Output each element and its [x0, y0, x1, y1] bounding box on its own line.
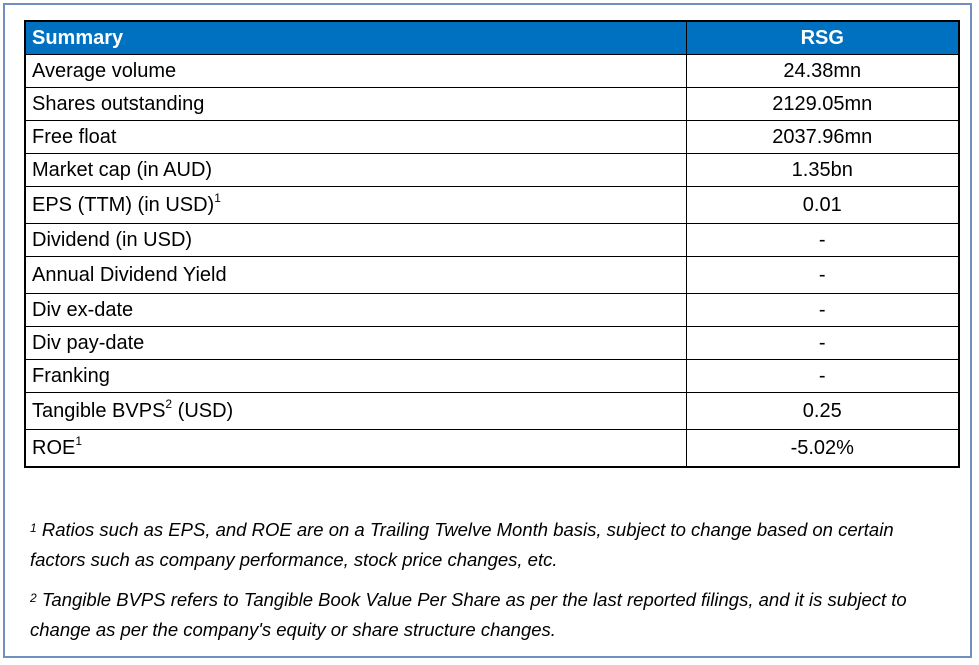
table-row: Annual Dividend Yield -	[24, 256, 960, 294]
row-value: -	[685, 326, 960, 360]
row-label: Dividend (in USD)	[24, 223, 687, 257]
footnote-marker: 2	[30, 591, 37, 605]
footnote-ref: 2	[165, 397, 173, 411]
row-value: 2037.96mn	[685, 120, 960, 154]
footnote: 1 Ratios such as EPS, and ROE are on a T…	[30, 515, 930, 575]
row-label: Average volume	[24, 54, 687, 88]
row-label: Div ex-date	[24, 293, 687, 327]
table-row: Franking -	[24, 359, 960, 393]
row-value: -	[685, 293, 960, 327]
row-label: Shares outstanding	[24, 87, 687, 121]
row-value: -	[685, 256, 960, 294]
header-ticker: RSG	[685, 20, 960, 55]
footnote: 2 Tangible BVPS refers to Tangible Book …	[30, 585, 930, 645]
row-value: -	[685, 223, 960, 257]
footnote-ref: 1	[214, 191, 221, 205]
row-value: 0.01	[685, 186, 960, 224]
footnote-text: Ratios such as EPS, and ROE are on a Tra…	[30, 519, 894, 570]
row-value: -5.02%	[685, 429, 960, 468]
footnote-text: Tangible BVPS refers to Tangible Book Va…	[30, 589, 907, 640]
row-label: Free float	[24, 120, 687, 154]
table-row: EPS (TTM) (in USD)1 0.01	[24, 186, 960, 224]
table-row: Market cap (in AUD) 1.35bn	[24, 153, 960, 187]
summary-table: Summary RSG Average volume 24.38mn Share…	[24, 20, 960, 468]
table-row: Shares outstanding 2129.05mn	[24, 87, 960, 121]
footnote-marker: 1	[30, 521, 37, 535]
row-label: Market cap (in AUD)	[24, 153, 687, 187]
footnotes: 1 Ratios such as EPS, and ROE are on a T…	[30, 515, 930, 655]
row-label: Annual Dividend Yield	[24, 256, 687, 294]
table-row: Tangible BVPS2 (USD) 0.25	[24, 392, 960, 430]
row-value: 24.38mn	[685, 54, 960, 88]
table-row: ROE1 -5.02%	[24, 429, 960, 468]
table-row: Div pay-date -	[24, 326, 960, 360]
row-value: 1.35bn	[685, 153, 960, 187]
row-value: 0.25	[685, 392, 960, 430]
row-label: ROE1	[24, 429, 687, 468]
row-label: Franking	[24, 359, 687, 393]
row-label: Div pay-date	[24, 326, 687, 360]
table-row: Average volume 24.38mn	[24, 54, 960, 88]
row-label: Tangible BVPS2 (USD)	[24, 392, 687, 430]
row-value: 2129.05mn	[685, 87, 960, 121]
row-value: -	[685, 359, 960, 393]
table-header-row: Summary RSG	[24, 20, 960, 55]
table-row: Dividend (in USD) -	[24, 223, 960, 257]
footnote-ref: 1	[75, 433, 83, 448]
table-row: Div ex-date -	[24, 293, 960, 327]
row-label: EPS (TTM) (in USD)1	[24, 186, 687, 224]
table-row: Free float 2037.96mn	[24, 120, 960, 154]
header-summary: Summary	[24, 20, 687, 55]
